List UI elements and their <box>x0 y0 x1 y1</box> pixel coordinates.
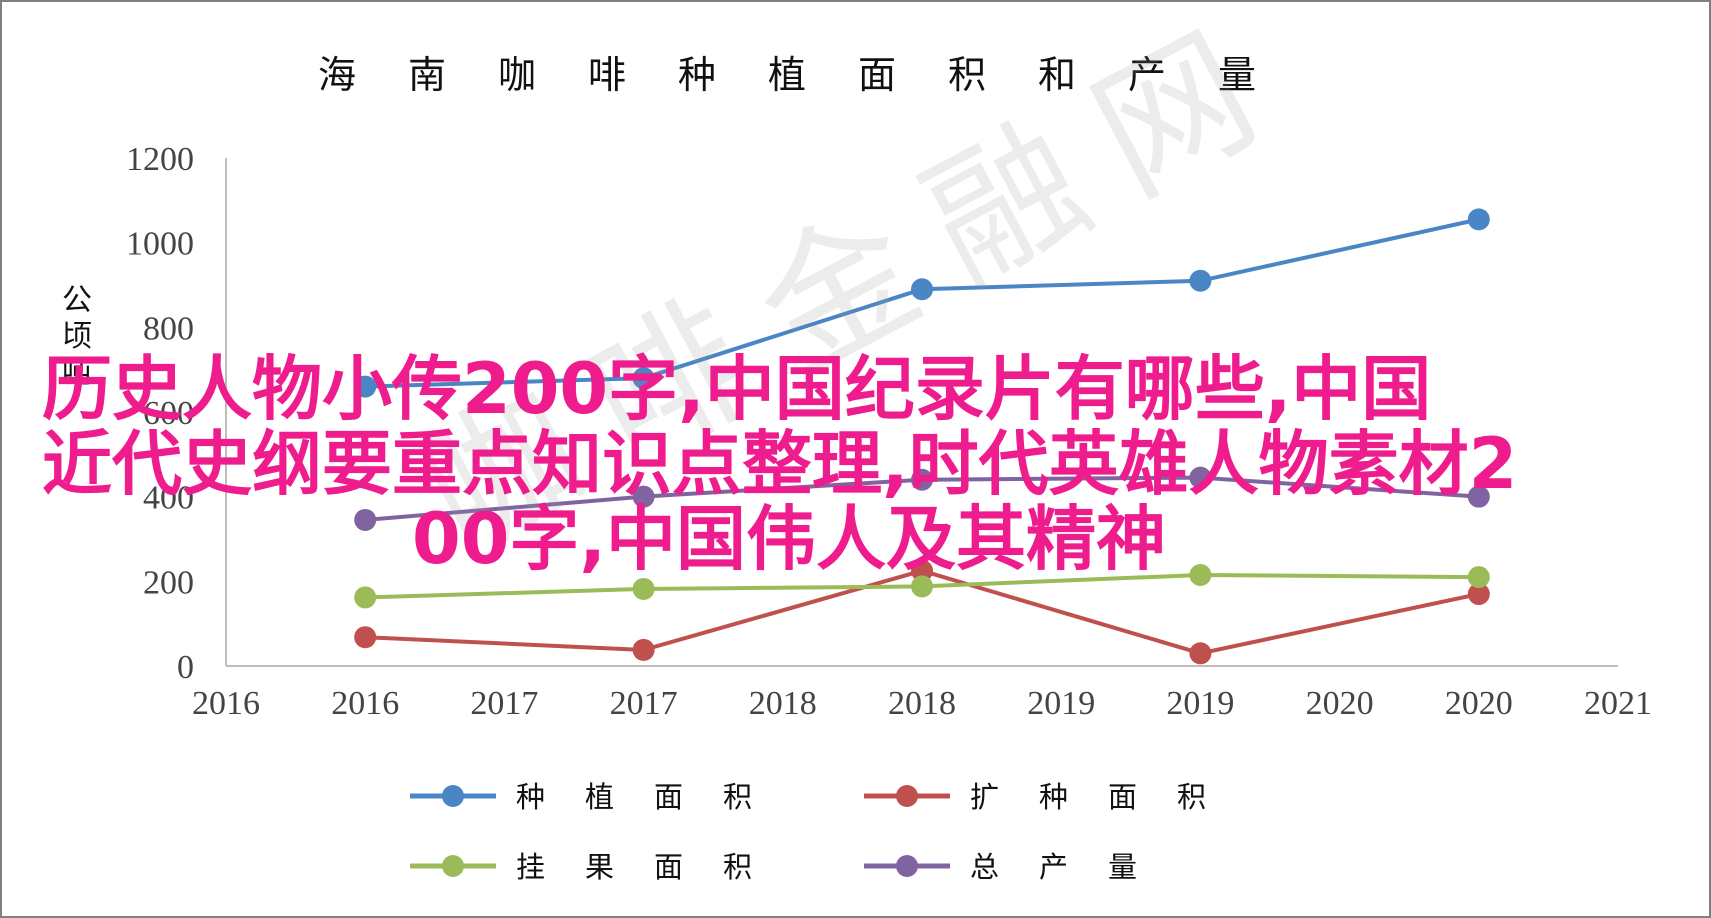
data-point <box>1189 269 1212 292</box>
x-tick-label: 2021 <box>1584 685 1652 722</box>
data-point <box>354 626 377 649</box>
y-tick-label: 400 <box>143 480 194 517</box>
data-point <box>632 577 655 600</box>
legend-marker <box>442 785 464 807</box>
x-tick-label: 2019 <box>1027 685 1095 722</box>
data-point <box>632 638 655 661</box>
data-point <box>1467 583 1490 606</box>
y-tick-label: 1200 <box>126 141 194 178</box>
legend-marker <box>896 855 918 877</box>
data-point <box>632 485 655 508</box>
data-point <box>354 586 377 609</box>
data-point <box>911 278 933 301</box>
x-tick-label: 2018 <box>749 685 817 722</box>
legend-label: 扩种面积 <box>970 780 1246 814</box>
data-point <box>1467 485 1490 508</box>
data-point <box>354 508 377 531</box>
data-point <box>911 575 933 598</box>
data-point <box>1189 563 1212 586</box>
data-point <box>632 367 655 390</box>
data-point <box>354 375 377 398</box>
y-axis-label: 公顷吨 <box>62 283 92 390</box>
x-tick-label: 2016 <box>331 685 399 722</box>
x-tick-label: 2017 <box>610 685 678 722</box>
y-tick-label: 600 <box>143 395 194 432</box>
legend-marker <box>896 785 918 807</box>
y-tick-label: 800 <box>143 310 194 347</box>
x-tick-label: 2017 <box>470 685 538 722</box>
data-point <box>1467 208 1490 231</box>
y-tick-labels: 0 200 400 600 800 1000 1200 <box>126 141 194 686</box>
x-tick-label: 2020 <box>1445 685 1513 722</box>
data-point <box>1467 566 1490 589</box>
x-tick-label: 2018 <box>888 685 956 722</box>
y-tick-label: 0 <box>177 649 194 686</box>
legend-marker <box>442 855 464 877</box>
data-point <box>911 559 933 582</box>
x-tick-label: 2019 <box>1166 685 1234 722</box>
y-tick-label: 200 <box>143 564 194 601</box>
series-group <box>354 208 1490 665</box>
axes <box>225 158 1618 667</box>
data-point <box>1189 466 1212 489</box>
x-tick-labels: 2016 2016 2017 2017 2018 2018 2019 2019 2020 2020… <box>192 685 1652 722</box>
y-tick-label: 1000 <box>126 226 194 263</box>
data-point <box>911 468 933 491</box>
x-tick-label: 2016 <box>192 685 260 722</box>
legend-label: 总产量 <box>970 850 1177 884</box>
legend-label: 挂果面积 <box>516 850 792 884</box>
x-tick-label: 2020 <box>1306 685 1374 722</box>
chart-title: 海南咖啡种植面积和产量 <box>318 53 1308 97</box>
legend-label: 种植面积 <box>516 780 792 814</box>
data-point <box>1189 642 1212 665</box>
